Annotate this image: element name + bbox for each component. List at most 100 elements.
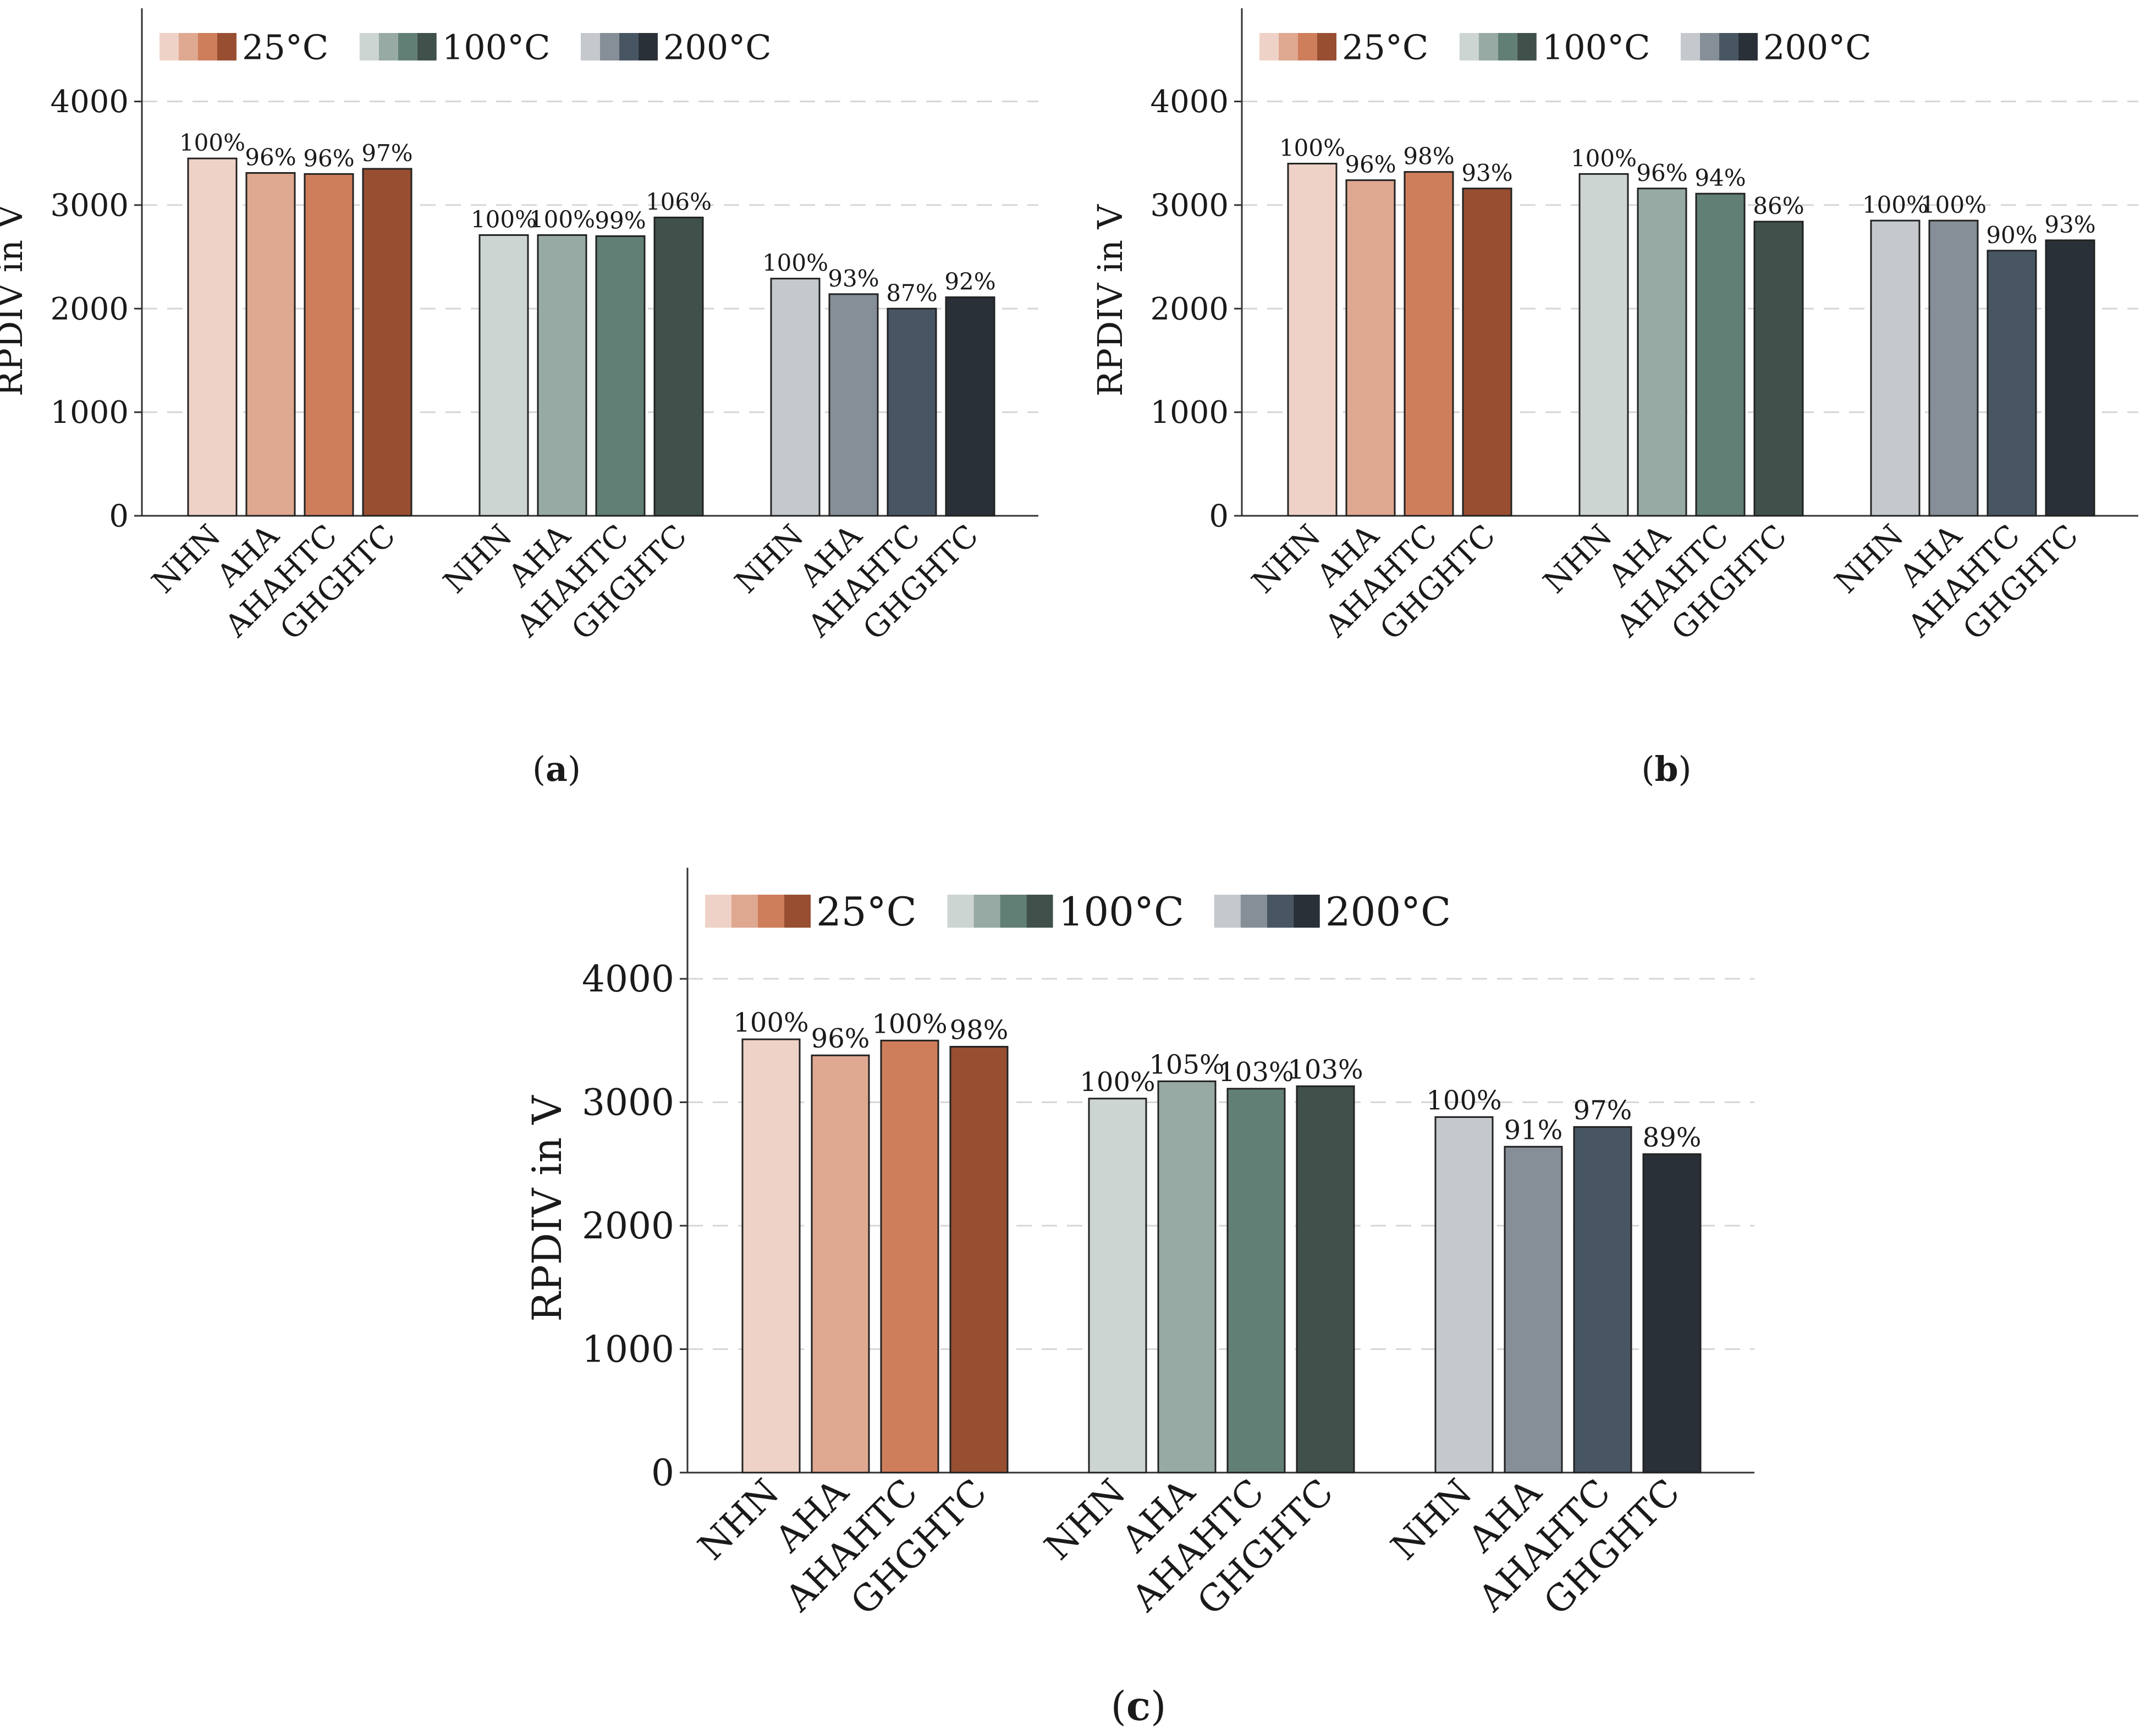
legend-label: 25°C — [1342, 27, 1428, 67]
y-tick-label: 4000 — [50, 84, 129, 120]
legend-label: 100°C — [1059, 889, 1185, 935]
legend-swatch — [1459, 33, 1479, 60]
legend-label: 100°C — [442, 27, 551, 67]
bar — [1434, 1116, 1494, 1474]
bar — [1287, 163, 1338, 517]
legend-swatch — [1279, 33, 1298, 60]
y-tick-label: 4000 — [582, 958, 674, 1000]
legend-swatch — [1517, 33, 1537, 60]
bar-data-label: 100% — [1921, 191, 1987, 218]
bar-data-label: 89% — [1643, 1122, 1702, 1153]
bar — [770, 278, 821, 517]
bar-data-label: 106% — [646, 189, 712, 216]
x-category-label: NHN — [145, 518, 228, 600]
legend-swatch — [198, 33, 217, 60]
bar-data-label: 100% — [872, 1008, 947, 1039]
bar — [811, 1054, 870, 1474]
legend-swatch — [359, 33, 379, 60]
bar-data-label: 103% — [1218, 1057, 1294, 1088]
legend-swatch — [417, 33, 437, 60]
bar — [1642, 1153, 1702, 1474]
legend-swatch — [599, 33, 619, 60]
bar — [1088, 1098, 1147, 1474]
bar-data-label: 100% — [471, 206, 537, 233]
bar — [362, 168, 412, 517]
y-tick-label: 1000 — [1150, 395, 1229, 431]
y-tick-label: 2000 — [582, 1205, 674, 1247]
x-category-label: NHN — [1828, 518, 1911, 600]
bar — [1870, 219, 1921, 517]
bar-data-label: 103% — [1287, 1054, 1363, 1085]
legend-swatch — [1719, 33, 1738, 60]
legend-swatch — [758, 895, 784, 928]
legend-swatch — [1498, 33, 1517, 60]
bar-data-label: 100% — [733, 1007, 808, 1038]
legend-swatch — [1738, 33, 1758, 60]
legend-swatch — [1240, 895, 1267, 928]
legend-swatch — [217, 33, 236, 60]
bar-data-label: 96% — [303, 145, 354, 172]
bar-data-label: 96% — [811, 1023, 870, 1054]
bar-data-label: 92% — [944, 268, 995, 295]
legend-swatch — [1214, 895, 1241, 928]
legend-swatch — [1699, 33, 1719, 60]
x-category-label: NHN — [437, 518, 519, 600]
y-tick-label: 3000 — [582, 1082, 674, 1124]
bar — [1987, 250, 2037, 517]
x-category-label: NHN — [1537, 518, 1619, 600]
bar-data-label: 93% — [1461, 159, 1512, 186]
y-tick-label: 2000 — [50, 291, 129, 327]
bar-data-label: 100% — [1279, 135, 1345, 162]
legend-label: 100°C — [1542, 27, 1650, 67]
legend-swatch — [1259, 33, 1279, 60]
x-category-label: NHN — [1245, 518, 1328, 600]
legend-swatch — [947, 895, 974, 928]
bar-data-label: 93% — [828, 265, 879, 292]
legend-swatch — [731, 895, 758, 928]
bar-data-label: 91% — [1504, 1115, 1563, 1145]
legend-swatch — [378, 33, 398, 60]
bar-data-label: 87% — [886, 279, 937, 306]
bar — [1637, 188, 1687, 517]
bar — [1928, 219, 1979, 517]
bar-data-label: 100% — [1571, 145, 1637, 172]
legend-swatch — [973, 895, 1000, 928]
y-tick-label: 4000 — [1150, 84, 1229, 120]
bar — [187, 157, 238, 517]
bar-data-label: 90% — [1986, 222, 2037, 249]
bar — [595, 235, 646, 517]
y-tick-label: 0 — [109, 499, 129, 534]
bar-data-label: 100% — [1426, 1085, 1501, 1116]
bar — [1578, 173, 1629, 517]
legend-swatch — [1267, 895, 1294, 928]
legend-swatch — [1000, 895, 1027, 928]
bar-data-label: 105% — [1149, 1049, 1224, 1080]
bar-data-label: 100% — [529, 206, 595, 233]
legend-swatch — [179, 33, 198, 60]
bar-data-label: 100% — [762, 250, 828, 277]
bar — [2045, 239, 2095, 517]
legend-label: 200°C — [663, 27, 772, 67]
bar-data-label: 94% — [1694, 164, 1746, 191]
legend-label: 200°C — [1325, 889, 1451, 935]
y-tick-label: 0 — [651, 1452, 674, 1494]
legend-swatch — [1026, 895, 1053, 928]
bar — [887, 307, 937, 517]
bar-data-label: 100% — [179, 129, 245, 156]
y-tick-label: 3000 — [1150, 188, 1229, 223]
bar-data-label: 99% — [595, 207, 646, 234]
legend-swatch — [1680, 33, 1700, 60]
bar — [1504, 1145, 1563, 1474]
bar — [741, 1038, 801, 1474]
bar — [1753, 221, 1804, 517]
bar-data-label: 96% — [1636, 159, 1687, 186]
panel-caption: (a) — [532, 749, 581, 789]
legend-swatch — [1298, 33, 1317, 60]
bar-data-label: 96% — [245, 144, 296, 171]
y-axis-title: RPDIV in V — [0, 203, 30, 396]
legend-swatch — [159, 33, 179, 60]
legend-swatch — [705, 895, 731, 928]
